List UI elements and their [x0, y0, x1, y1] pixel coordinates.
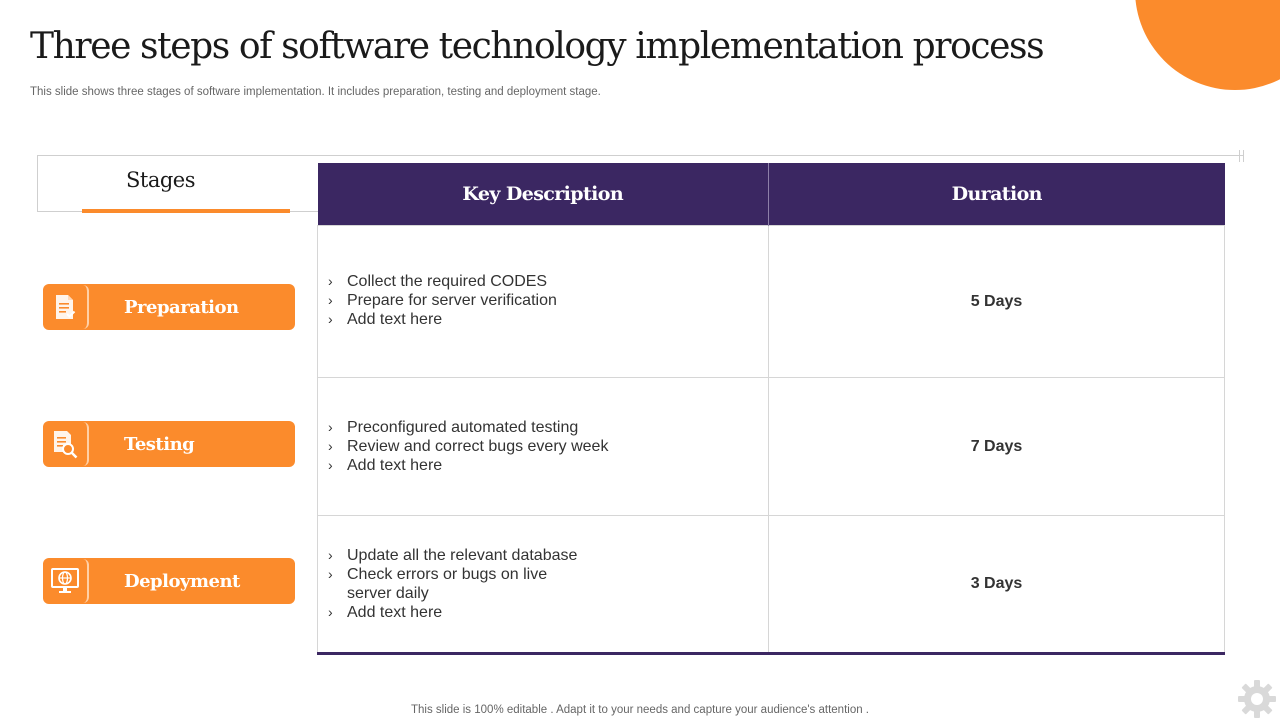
- stages-header: Stages: [126, 168, 196, 192]
- divider-tick: [1243, 150, 1244, 162]
- stage-label: Deployment: [124, 570, 240, 592]
- list-item: › Collect the required CODES: [328, 273, 548, 290]
- description-cell: › Collect the required CODES › Prepare for…: [317, 225, 769, 378]
- divider-line: [38, 155, 1243, 156]
- description-cell: › Update all the relevant database › Check…: [317, 515, 769, 655]
- description-cell: › Preconfigured automated testing › Review…: [317, 377, 769, 516]
- divider-tick: [1239, 150, 1240, 162]
- stage-deployment: Deployment: [43, 558, 295, 604]
- table-row: › Update all the relevant database › Check…: [317, 515, 1225, 655]
- list-item: › Add text here: [328, 604, 443, 621]
- slide-footer: This slide is 100% editable . Adapt it t…: [410, 704, 869, 716]
- stage-label: Testing: [124, 433, 195, 455]
- list-item: › Update all the relevant database: [328, 547, 578, 564]
- list-item: › Prepare for server verification: [328, 292, 557, 309]
- list-item: › Add text here: [328, 311, 443, 328]
- stage-testing: Testing: [43, 421, 295, 467]
- table-row: › Preconfigured automated testing › Review…: [317, 377, 1225, 516]
- corner-decoration: [1135, 0, 1280, 90]
- list-item: › Check errors or bugs on live: [328, 566, 548, 583]
- monitor-globe-icon: [43, 559, 89, 603]
- document-search-icon: [43, 422, 89, 466]
- stages-table: Key Description Duration › Collect the re…: [317, 163, 1225, 655]
- header-duration: Duration: [768, 163, 1225, 226]
- duration-cell: 5 Days: [768, 225, 1225, 378]
- table-row: › Collect the required CODES › Prepare for…: [317, 225, 1225, 378]
- table-header-row: Key Description Duration: [317, 163, 1225, 226]
- duration-cell: 3 Days: [768, 515, 1225, 655]
- stage-preparation: Preparation: [43, 284, 295, 330]
- slide-subtitle: This slide shows three stages of softwar…: [30, 86, 601, 98]
- duration-cell: 7 Days: [768, 377, 1225, 516]
- gear-icon: [1236, 678, 1278, 725]
- document-check-icon: [43, 285, 89, 329]
- stage-label: Preparation: [124, 296, 239, 318]
- list-item: › Add text here: [328, 457, 443, 474]
- header-key-description: Key Description: [317, 163, 769, 226]
- stages-underline: [82, 209, 290, 213]
- list-item: › Review and correct bugs every week: [328, 438, 609, 455]
- slide-title: Three steps of software technology imple…: [30, 26, 1045, 67]
- list-item: › Preconfigured automated testing: [328, 419, 579, 436]
- list-item: server daily: [347, 585, 429, 602]
